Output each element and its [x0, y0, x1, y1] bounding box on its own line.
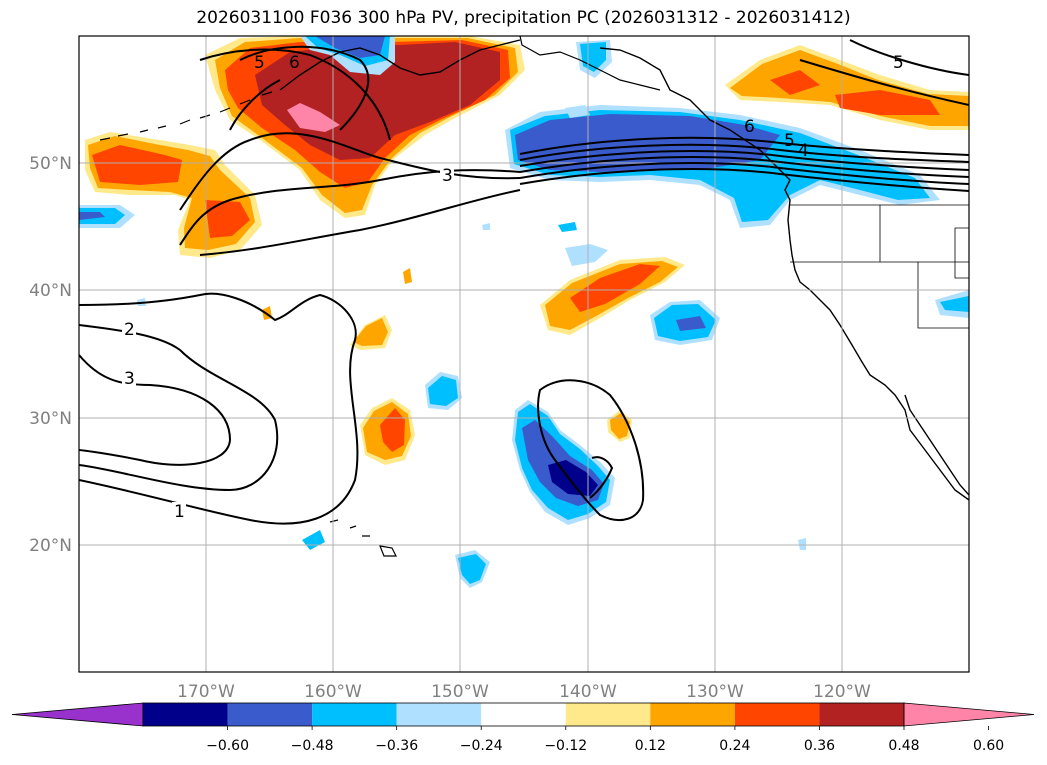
pv-contour-label: 5	[784, 131, 795, 151]
colorbar-segment	[650, 703, 735, 726]
lon-label-140w: 140°W	[559, 682, 617, 702]
coastlines	[99, 36, 969, 557]
pv-contour-subtropical	[537, 379, 645, 521]
north-america-coast	[599, 47, 969, 501]
colorbar-tick-label: 0.48	[888, 738, 919, 754]
colorbar-segment	[227, 703, 313, 726]
pv-contour-labels: 1 2 3 3 4 5 5 5 6 6	[122, 53, 904, 522]
pv-contour-label: 2	[124, 320, 135, 340]
baja-california	[904, 394, 969, 496]
pv-contour-label: 3	[442, 166, 453, 186]
lon-label-120w: 120°W	[813, 682, 871, 702]
chart-title: 2026031100 F036 300 hPa PV, precipitatio…	[196, 8, 851, 28]
map-frame	[78, 35, 970, 673]
alaska-coast	[279, 39, 521, 91]
lat-label-20: 20°N	[29, 536, 72, 556]
lat-axis-labels: 20°N 30°N 40°N 50°N	[29, 154, 72, 556]
colorbar-tick-label: −0.24	[460, 738, 503, 754]
colorbar-segment	[312, 703, 397, 726]
pv-contour-jet-5	[519, 168, 969, 192]
colorbar-extend-min	[11, 702, 144, 727]
colorbar-tick-label: −0.12	[544, 738, 587, 754]
lon-label-170w: 170°W	[177, 682, 235, 702]
colorbar: −0.60 −0.48 −0.36 −0.24 −0.12 0.12 0.24 0.36 0.4…	[11, 702, 1035, 754]
lat-label-50: 50°N	[29, 154, 72, 174]
pv-contour-jet-3	[519, 156, 969, 178]
pv-contour-2	[79, 324, 279, 492]
colorbar-segment	[565, 703, 651, 726]
colorbar-tick-label: 0.36	[804, 738, 835, 754]
pv-contour-label: 5	[893, 53, 904, 73]
pv-contour-jet-9	[199, 189, 521, 256]
us-borders	[790, 204, 969, 329]
aleutian-islands	[99, 91, 273, 141]
pv-contour-label: 1	[174, 502, 185, 522]
lon-label-160w: 160°W	[304, 682, 362, 702]
colorbar-segment	[734, 703, 820, 726]
pv-contour-subtropical-inner	[589, 456, 614, 499]
pv-contour-jet-4	[519, 162, 969, 185]
colorbar-segment	[819, 703, 904, 726]
lon-label-150w: 150°W	[431, 682, 489, 702]
hawaii-islands	[329, 519, 397, 557]
colorbar-segment	[481, 703, 566, 726]
colorbar-tick-label: −0.48	[291, 738, 334, 754]
pv-contour-1	[79, 292, 359, 525]
pv-contour-label: 3	[124, 369, 135, 389]
lon-label-130w: 130°W	[686, 682, 744, 702]
pv-contour-ne-2	[849, 39, 969, 76]
colorbar-frame	[142, 702, 905, 727]
pv-contour-label: 4	[798, 141, 809, 161]
colorbar-tick-label: −0.36	[375, 738, 418, 754]
pv-contour-jet-2	[519, 150, 969, 171]
precip-shading	[79, 36, 969, 588]
lat-label-30: 30°N	[29, 409, 72, 429]
pv-contour-alaska-3	[229, 79, 281, 131]
colorbar-tick-label: 0.12	[635, 738, 666, 754]
pv-contour-label: 5	[254, 53, 265, 73]
pv-contour-jet-1	[519, 143, 969, 163]
colorbar-tick-label: −0.60	[206, 738, 249, 754]
colorbar-segment	[396, 703, 482, 726]
pv-contours	[79, 39, 969, 525]
pv-contour-label: 6	[289, 53, 300, 73]
lat-label-40: 40°N	[29, 281, 72, 301]
pv-contour-jet-6	[519, 136, 969, 156]
colorbar-extend-max	[903, 702, 1035, 727]
pv-contour-label: 6	[744, 117, 755, 137]
colorbar-segment	[143, 703, 228, 726]
pv-contour-ne	[799, 59, 969, 106]
lon-axis-labels: 170°W 160°W 150°W 140°W 130°W 120°W	[177, 682, 871, 702]
colorbar-tick-label: 0.60	[973, 738, 1004, 754]
colorbar-tick-label: 0.24	[719, 738, 750, 754]
pv-contour-alaska-2	[199, 48, 391, 141]
